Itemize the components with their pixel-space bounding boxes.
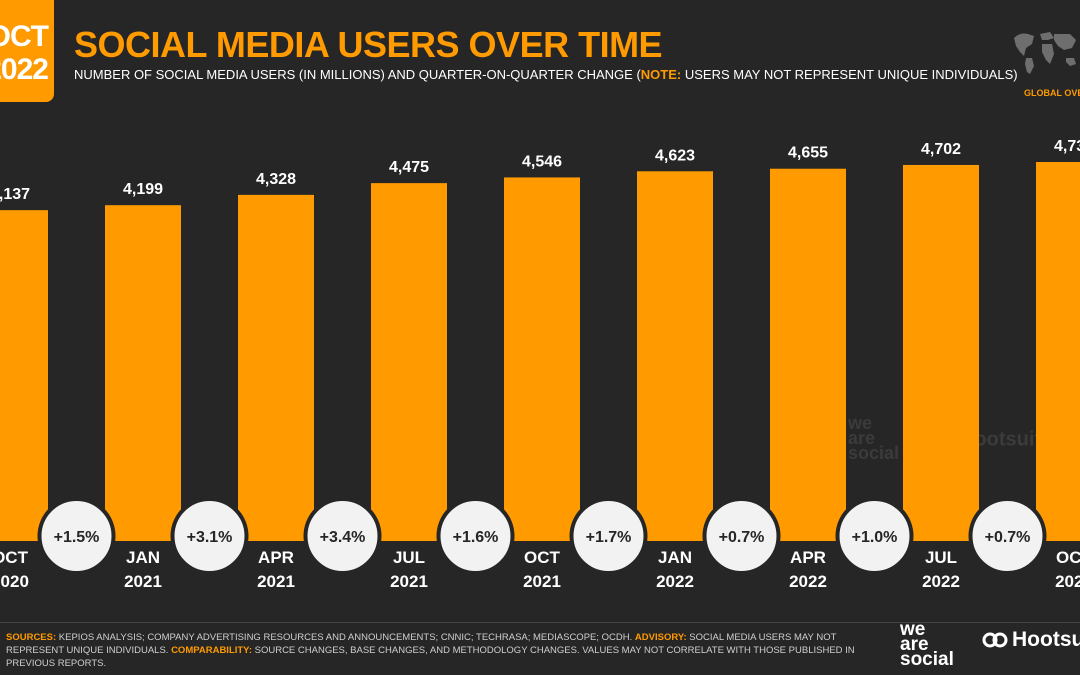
sources-text: KEPIOS ANALYSIS; COMPANY ADVERTISING RES… [56, 632, 635, 643]
bar-value-label: 4,702 [921, 141, 961, 158]
page-title: SOCIAL MEDIA USERS OVER TIME [74, 24, 663, 65]
bar-value-label: 4,546 [522, 153, 562, 170]
x-tick-label-year: 2021 [390, 572, 428, 591]
bar-value-label: 4,655 [788, 145, 828, 162]
region-label: GLOBAL OVERVIEW [1024, 88, 1080, 98]
change-bubble [968, 497, 1047, 575]
bar [637, 171, 713, 541]
subtitle-note-label: NOTE: [640, 67, 682, 82]
bar-value-label: 4,623 [655, 147, 695, 164]
x-tick-label-month: JUL [925, 548, 957, 567]
change-label: +0.7% [985, 529, 1031, 546]
world-map-icon [1014, 32, 1076, 74]
x-tick-label-year: 2022 [1055, 572, 1080, 591]
bar-value-label: 4,137 [0, 186, 30, 203]
we-are-social-logo: we are social [900, 619, 954, 670]
change-label: +3.1% [187, 529, 233, 546]
x-tick-label-month: APR [258, 548, 294, 567]
owl-icon [982, 632, 1008, 648]
report-date-tab: OCT 2022 [0, 0, 54, 102]
change-label: +1.0% [852, 529, 898, 546]
x-tick-label-year: 2021 [257, 572, 295, 591]
x-tick-label-month: JUL [393, 548, 425, 567]
report-year: 2022 [0, 53, 49, 86]
hootsuite-logo: Hootsuite [982, 628, 1080, 652]
report-month: OCT [0, 20, 49, 53]
change-label: +0.7% [719, 529, 765, 546]
x-tick-label-year: 2021 [523, 572, 561, 591]
page-subtitle: NUMBER OF SOCIAL MEDIA USERS (IN MILLION… [74, 67, 1018, 82]
bar [238, 194, 314, 541]
change-bubble [170, 497, 249, 575]
comparability-label: COMPARABILITY: [171, 645, 252, 656]
change-bubble [569, 497, 648, 575]
bar-value-label: 4,739 [1054, 138, 1080, 155]
x-tick-label-year: 2022 [789, 572, 827, 591]
advisory-label: ADVISORY: [634, 632, 687, 643]
x-tick-label-month: OCT [0, 548, 29, 567]
bar [504, 177, 580, 541]
bar-value-label: 4,475 [389, 159, 429, 176]
x-tick-label-year: 2022 [656, 572, 694, 591]
footer-divider [0, 622, 1080, 623]
change-label: +1.5% [54, 529, 100, 546]
x-tick-label-month: JAN [658, 548, 692, 567]
change-bubble [303, 497, 382, 575]
change-bubble [835, 497, 914, 575]
bar-value-label: 4,328 [256, 171, 296, 188]
change-bubble [436, 497, 515, 575]
x-tick-label-year: 2022 [922, 572, 960, 591]
subtitle-text-after: USERS MAY NOT REPRESENT UNIQUE INDIVIDUA… [681, 67, 1018, 82]
social-media-users-chart: 4,137 OCT 2020 4,199 JAN 2021 4,328 APR 2021 4,47… [0, 138, 1080, 591]
subtitle-text-before: NUMBER OF SOCIAL MEDIA USERS (IN MILLION… [74, 67, 641, 82]
change-bubble [702, 497, 781, 575]
footer-notes: SOURCES: KEPIOS ANALYSIS; COMPANY ADVERT… [6, 631, 876, 670]
bar-value-label: 4,199 [123, 181, 163, 198]
bar [105, 205, 181, 541]
advisory-text: SOCIAL MEDIA USERS MAY NOT REPRESENT UNI… [6, 632, 837, 656]
change-label: +1.7% [586, 529, 632, 546]
x-tick-label-year: 2021 [124, 572, 162, 591]
x-tick-label-year: 2020 [0, 572, 29, 591]
bar [903, 164, 979, 542]
change-label: +1.6% [453, 529, 499, 546]
comparability-text: SOURCE CHANGES, BASE CHANGES, AND METHOD… [6, 645, 855, 669]
x-tick-label-month: OCT [524, 548, 561, 567]
sources-label: SOURCES: [6, 632, 57, 643]
bar [0, 210, 48, 541]
bar [1036, 162, 1080, 541]
x-tick-label-month: JAN [126, 548, 160, 567]
x-tick-label-month: OCT [1056, 548, 1080, 567]
bar [371, 183, 447, 541]
change-label: +3.4% [320, 529, 366, 546]
watermark-we-are-social-logo: we are social [848, 413, 900, 463]
x-tick-label-month: APR [790, 548, 826, 567]
bar [770, 168, 846, 541]
change-bubble [37, 497, 116, 575]
